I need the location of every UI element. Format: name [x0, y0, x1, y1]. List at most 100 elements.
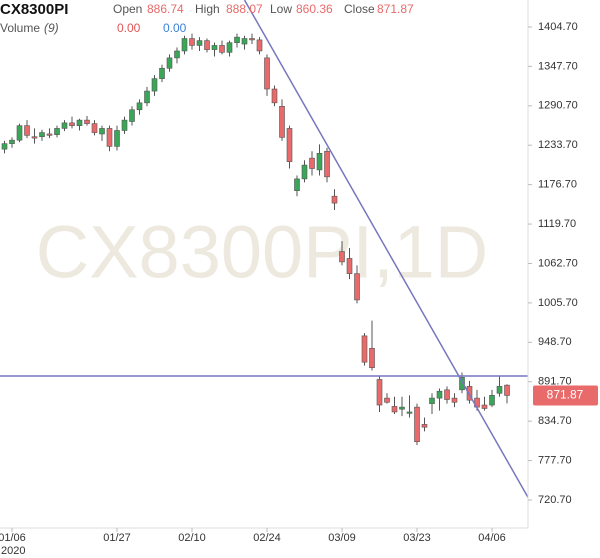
- candle-body: [204, 40, 210, 50]
- trend-line: [243, 0, 528, 499]
- candle-body: [286, 128, 293, 162]
- candle-body: [144, 90, 150, 104]
- volume-label: Volume: [0, 21, 40, 35]
- candle-body: [354, 273, 360, 301]
- x-tick-label: 03/23: [403, 532, 431, 544]
- candle-body: [46, 133, 53, 136]
- y-tick-label: 1176.70: [538, 179, 577, 191]
- y-tick-label: 777.70: [538, 454, 572, 466]
- candle-body: [444, 389, 450, 400]
- price-tag: [533, 385, 598, 406]
- y-tick-label: 1347.70: [538, 60, 578, 72]
- candle-body: [249, 38, 255, 41]
- candle-body: [84, 119, 90, 124]
- candle-body: [24, 125, 30, 136]
- candle-body: [9, 139, 15, 144]
- candle-body: [391, 406, 398, 413]
- y-tick-label: 948.70: [538, 336, 572, 348]
- symbol: CX8300PI: [0, 1, 68, 18]
- candle-body: [429, 397, 435, 404]
- candle-body: [384, 397, 390, 403]
- x-tick-label: 04/06: [478, 532, 506, 544]
- candle-body: [174, 50, 180, 59]
- candle-body: [331, 195, 338, 204]
- candle-body: [459, 377, 465, 391]
- y-tick-label: 1119.70: [538, 218, 576, 230]
- candle-body: [339, 251, 345, 263]
- y-tick-label: 1233.70: [538, 139, 578, 151]
- y-tick-label: 834.70: [538, 415, 572, 427]
- candle-body: [324, 150, 330, 178]
- x-tick-label: 02/10: [178, 532, 206, 544]
- header-value: 886.74: [147, 2, 184, 16]
- header-label: High: [195, 2, 220, 16]
- plot-area: [0, 0, 528, 499]
- candle-body: [114, 130, 120, 147]
- candle-body: [16, 125, 23, 141]
- candle-body: [504, 384, 510, 396]
- candle-body: [489, 395, 495, 406]
- candle-body: [226, 42, 233, 53]
- header-value: 871.87: [377, 2, 414, 16]
- candle-body: [69, 122, 75, 126]
- candle-body: [234, 36, 240, 43]
- x-tick-label: 01/27: [103, 532, 131, 544]
- candle-body: [136, 102, 143, 111]
- watermark: CX8300PI,1D: [36, 211, 489, 294]
- candle-body: [54, 128, 60, 135]
- y-tick-label: 720.70: [538, 494, 572, 506]
- header-label: Close: [344, 2, 375, 16]
- candle-body: [451, 397, 458, 403]
- y-tick-label: 1062.70: [538, 257, 578, 269]
- candle-body: [61, 122, 68, 129]
- candle-body: [481, 404, 488, 409]
- volume-value: 0.00: [117, 21, 141, 35]
- candle-body: [369, 348, 375, 368]
- candle-body: [189, 38, 195, 46]
- candle-body: [264, 57, 270, 90]
- candle-body: [39, 132, 45, 138]
- candle-body: [309, 157, 315, 169]
- candle-body: [106, 128, 113, 147]
- header-value: 888.07: [226, 2, 263, 16]
- candle-body: [301, 164, 308, 180]
- candle-body: [361, 335, 368, 363]
- candle-body: [181, 38, 188, 52]
- candle-body: [346, 258, 353, 274]
- candle-body: [414, 406, 420, 442]
- y-tick-label: 1290.70: [538, 100, 578, 112]
- candle-body: [279, 105, 285, 138]
- candle-body: [76, 119, 83, 126]
- price-tag-label: 871.87: [547, 388, 584, 402]
- candle-body: [316, 153, 323, 171]
- candle-body: [376, 379, 383, 406]
- candle-body: [241, 38, 248, 45]
- candle-body: [196, 40, 203, 46]
- candle-body: [166, 57, 173, 69]
- candle-body: [99, 128, 105, 135]
- candle-body: [31, 136, 38, 139]
- candle-body: [496, 386, 503, 394]
- candle-body: [256, 39, 263, 52]
- y-tick-label: 891.70: [538, 376, 572, 388]
- y-tick-label: 1005.70: [538, 297, 578, 309]
- x-tick-label: 01/06: [0, 532, 26, 544]
- candle-body: [219, 45, 225, 53]
- volume-period: (9): [44, 21, 59, 35]
- candle-body: [421, 424, 428, 428]
- candle-body: [436, 390, 443, 399]
- candle-body: [294, 178, 300, 191]
- x-tick-label: 03/09: [328, 532, 356, 544]
- candle-body: [159, 67, 165, 79]
- candle-body: [91, 123, 98, 133]
- candle-body: [406, 411, 413, 414]
- header-label: Low: [270, 2, 292, 16]
- header-value: 860.36: [296, 2, 333, 16]
- candle-body: [121, 119, 128, 131]
- year-label: 2020: [1, 545, 25, 557]
- header-label: Open: [113, 2, 142, 16]
- candle-body: [399, 406, 405, 410]
- candle-body: [151, 78, 158, 92]
